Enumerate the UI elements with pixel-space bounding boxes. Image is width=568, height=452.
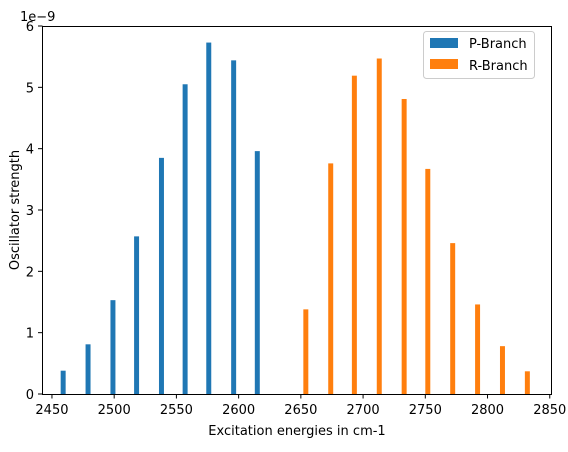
p-branch-bar	[231, 60, 237, 394]
x-axis-ticks: 2450 2500 2550 2600 2650 2700 2750 2800 2850	[35, 394, 566, 418]
y-tick-label: 5	[26, 81, 34, 96]
y-axis-ticks: 0 1 2 3 4 5 6	[26, 20, 43, 403]
p-branch-bar	[254, 151, 260, 394]
r-branch-bar	[328, 163, 334, 394]
x-tick-label: 2550	[160, 403, 193, 418]
p-branch-bar	[134, 236, 140, 394]
y-offset-label: 1e−9	[20, 10, 55, 25]
bars-layer	[60, 42, 530, 395]
r-branch-bar	[499, 346, 505, 394]
r-branch-bar	[401, 98, 407, 395]
r-branch-bar	[475, 304, 481, 394]
x-tick-label: 2700	[347, 403, 380, 418]
legend-label-p-branch: P-Branch	[469, 37, 527, 52]
x-axis-label: Excitation energies in cm-1	[208, 424, 385, 439]
p-branch-bar	[85, 344, 91, 394]
y-tick-label: 2	[26, 265, 34, 280]
r-branch-bar	[450, 243, 456, 394]
r-branch-bar	[303, 309, 309, 394]
r-branch-bar	[351, 75, 357, 395]
r-branch-bar	[425, 168, 431, 394]
x-tick-label: 2800	[471, 403, 504, 418]
p-branch-bar	[182, 84, 188, 395]
legend: P-Branch R-Branch	[423, 31, 535, 79]
x-tick-label: 2650	[284, 403, 317, 418]
x-tick-label: 2750	[409, 403, 442, 418]
p-branch-bar	[158, 157, 164, 394]
y-tick-label: 0	[26, 388, 34, 403]
x-tick-label: 2500	[98, 403, 131, 418]
y-axis-label: Oscillator strength	[8, 150, 23, 270]
p-branch-bar	[60, 370, 66, 394]
r-branch-bar	[524, 371, 530, 394]
legend-swatch-p-branch	[430, 38, 458, 48]
x-tick-label: 2850	[533, 403, 566, 418]
legend-swatch-r-branch	[430, 59, 458, 69]
y-tick-label: 1	[26, 327, 34, 342]
y-tick-label: 4	[26, 143, 34, 158]
p-branch-bar	[110, 300, 116, 394]
p-branch-bar	[206, 42, 212, 395]
r-branch-bar	[376, 58, 382, 394]
y-tick-label: 6	[26, 20, 34, 35]
legend-label-r-branch: R-Branch	[469, 59, 528, 74]
x-tick-label: 2600	[222, 403, 255, 418]
y-tick-label: 3	[26, 204, 34, 219]
x-tick-label: 2450	[35, 403, 68, 418]
